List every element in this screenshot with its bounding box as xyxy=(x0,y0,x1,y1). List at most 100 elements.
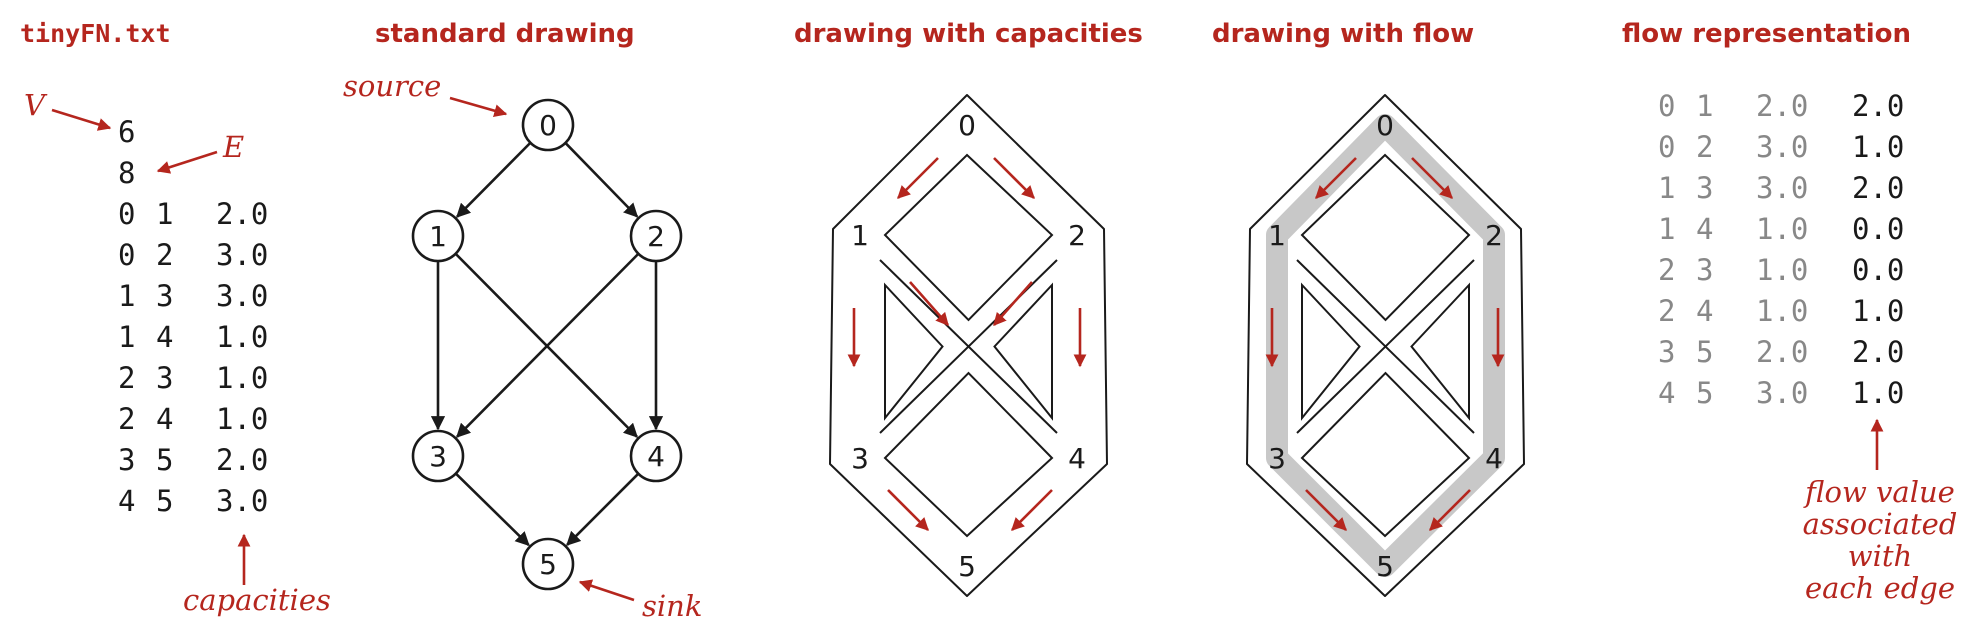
annotation-line: associated xyxy=(1803,507,1958,541)
vertex-label-2: 2 xyxy=(1485,219,1503,252)
edge-from: 1 xyxy=(118,279,135,313)
vertex-4 xyxy=(629,429,683,483)
flow-drawing: 0 1 2 3 4 5 xyxy=(1246,94,1525,597)
rep-to: 1 xyxy=(1696,89,1713,123)
vertex-label-4: 4 xyxy=(647,440,665,473)
edge-to: 3 xyxy=(156,361,173,395)
rep-capacity: 2.0 xyxy=(1756,335,1808,369)
v-arrow xyxy=(51,108,112,131)
direction-arrow xyxy=(993,281,1033,326)
edge-to: 5 xyxy=(156,484,173,518)
inner-right-triangle xyxy=(993,282,1053,421)
inner-right-triangle xyxy=(1410,282,1470,421)
edge-from: 3 xyxy=(118,443,135,477)
direction-arrow xyxy=(897,157,939,199)
rep-capacity: 1.0 xyxy=(1756,294,1808,328)
standard-drawing-title: standard drawing xyxy=(375,19,635,49)
rep-to: 4 xyxy=(1696,294,1713,328)
rep-capacity: 1.0 xyxy=(1756,253,1808,287)
direction-arrow xyxy=(1315,157,1357,199)
inner-bottom-diamond xyxy=(883,371,1054,538)
vertex-label-4: 4 xyxy=(1485,442,1503,475)
vertex-label-5: 5 xyxy=(958,550,976,583)
edge-2-3 xyxy=(455,252,640,438)
file-panel: tinyFN.txt V 6 E 8 0 1 2.00 2 3.01 3 3.01 4 1.02… xyxy=(20,19,331,617)
vertex-label-4: 4 xyxy=(1068,442,1086,475)
edge-4-5 xyxy=(566,472,640,546)
flow-representation-title: flow representation xyxy=(1622,19,1911,49)
flow-drawing-panel: drawing with flow 0 1 2 3 4 5 xyxy=(1212,19,1525,597)
e-annotation: E xyxy=(222,130,244,164)
vertex-label-5: 5 xyxy=(1376,550,1394,583)
capacities-annotation: capacities xyxy=(183,583,331,617)
edge-capacity: 3.0 xyxy=(216,484,268,518)
rep-from: 0 xyxy=(1658,89,1675,123)
capacities-drawing: 0 1 2 3 4 5 xyxy=(829,94,1108,597)
flow-drawing-title: drawing with flow xyxy=(1212,19,1474,49)
inner-left-triangle xyxy=(1301,282,1361,421)
edge-to: 2 xyxy=(156,238,173,272)
rep-flow: 1.0 xyxy=(1852,294,1904,328)
inner-bottom-diamond xyxy=(1300,371,1471,538)
rep-to: 3 xyxy=(1696,171,1713,205)
file-edge-list: 0 1 2.00 2 3.01 3 3.01 4 1.02 3 1.02 4 1.03 5 2.04 5 3.0 xyxy=(118,197,268,518)
rep-from: 2 xyxy=(1658,294,1675,328)
direction-arrow xyxy=(1305,489,1347,531)
direction-arrow xyxy=(909,281,949,326)
v-annotation: V xyxy=(24,88,48,122)
edge-from: 0 xyxy=(118,197,135,231)
rep-to: 5 xyxy=(1696,335,1713,369)
vertex-2 xyxy=(629,209,683,263)
direction-arrow xyxy=(1411,157,1453,199)
direction-arrow xyxy=(887,489,929,531)
rep-from: 1 xyxy=(1658,212,1675,246)
edge-capacity: 1.0 xyxy=(216,402,268,436)
rep-flow: 1.0 xyxy=(1852,376,1904,410)
edge-to: 5 xyxy=(156,443,173,477)
rep-capacity: 3.0 xyxy=(1756,376,1808,410)
annotation-line: with xyxy=(1848,539,1912,573)
rep-to: 3 xyxy=(1696,253,1713,287)
direction-arrow xyxy=(1429,489,1471,531)
flow-band xyxy=(1266,114,1505,577)
inner-top-diamond xyxy=(1300,153,1471,322)
rep-flow: 0.0 xyxy=(1852,212,1904,246)
vertex-label-3: 3 xyxy=(1268,442,1286,475)
rep-from: 3 xyxy=(1658,335,1675,369)
rep-flow: 2.0 xyxy=(1852,89,1904,123)
edge-count: 8 xyxy=(118,156,135,190)
flow-representation-panel: flow representation 0 1 2.0 2.00 2 3.0 1.01 3 3.… xyxy=(1622,19,1957,605)
rep-from: 0 xyxy=(1658,130,1675,164)
rep-to: 4 xyxy=(1696,212,1713,246)
vertex-1 xyxy=(411,209,465,263)
sink-arrow xyxy=(578,579,635,602)
edge-3-5 xyxy=(454,472,530,547)
vertex-5 xyxy=(521,537,575,591)
annotation-line: each edge xyxy=(1805,571,1955,605)
rep-to: 5 xyxy=(1696,376,1713,410)
vertex-label-3: 3 xyxy=(851,442,869,475)
rep-from: 2 xyxy=(1658,253,1675,287)
rep-capacity: 2.0 xyxy=(1756,89,1808,123)
vertex-label-3: 3 xyxy=(429,440,447,473)
standard-vertices: 0 1 2 3 4 5 xyxy=(411,98,683,591)
direction-arrow xyxy=(993,157,1035,199)
rep-capacity: 1.0 xyxy=(1756,212,1808,246)
edge-capacity: 2.0 xyxy=(216,197,268,231)
vertex-count: 6 xyxy=(118,115,135,149)
vertex-label-1: 1 xyxy=(429,220,447,253)
vertex-label-2: 2 xyxy=(647,220,665,253)
vertex-label-0: 0 xyxy=(1376,109,1394,142)
edge-to: 4 xyxy=(156,402,173,436)
rep-capacity: 3.0 xyxy=(1756,171,1808,205)
channel-2-3 xyxy=(1296,259,1475,434)
e-arrow xyxy=(156,150,218,174)
edge-from: 1 xyxy=(118,320,135,354)
outer-outline xyxy=(829,94,1108,597)
edge-to: 1 xyxy=(156,197,173,231)
inner-top-diamond xyxy=(883,153,1054,322)
outer-outline xyxy=(1246,94,1525,597)
rep-to: 2 xyxy=(1696,130,1713,164)
